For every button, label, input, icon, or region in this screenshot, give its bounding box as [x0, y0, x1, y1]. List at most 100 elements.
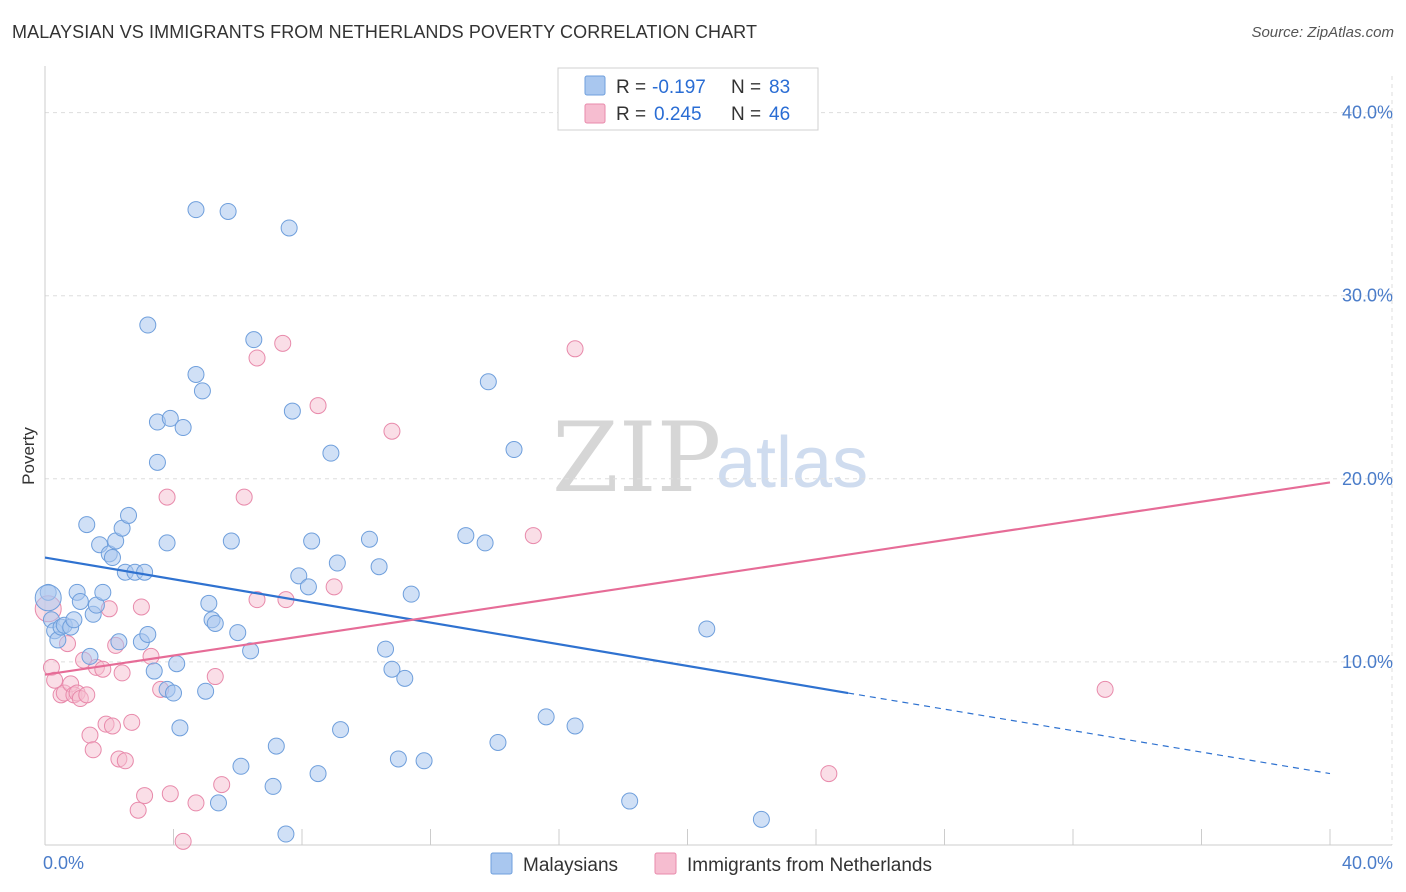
legend-swatch-malaysians [584, 75, 606, 96]
malaysian-point [65, 611, 83, 629]
malaysian-point [383, 660, 401, 678]
netherlands-point [248, 591, 266, 609]
malaysian-point [187, 365, 205, 383]
malaysian-point [120, 506, 138, 524]
netherlands-point [158, 488, 176, 506]
y-axis-label: Poverty [19, 427, 38, 485]
netherlands-point [132, 598, 150, 616]
malaysian-point [174, 419, 192, 437]
malaysian-point [505, 441, 523, 459]
legend-swatch-netherlands [584, 103, 606, 124]
malaysian-point [267, 737, 285, 755]
malaysian-point [78, 516, 96, 534]
malaysian-point [139, 625, 157, 643]
malaysian-point [415, 752, 433, 770]
malaysian-point [158, 534, 176, 552]
netherlands-point [94, 660, 112, 678]
netherlands-point [1096, 680, 1114, 698]
malaysian-point [187, 201, 205, 219]
netherlands-point [325, 578, 343, 596]
legend-r-label: R = [616, 104, 646, 125]
malaysian-point [94, 583, 112, 601]
malaysian-point [209, 794, 227, 812]
malaysian-point [332, 721, 350, 739]
netherlands-point [524, 527, 542, 545]
malaysian-point [165, 684, 182, 702]
malaysian-point [322, 444, 340, 462]
legend-n-value: 83 [769, 77, 790, 98]
malaysian-point [377, 640, 395, 658]
malaysian-point [197, 682, 215, 700]
watermark-atlas: atlas [716, 423, 868, 503]
malaysian-point [537, 708, 555, 726]
bottom-legend-label-netherlands: Immigrants from Netherlands [687, 855, 932, 876]
malaysian-point [110, 633, 128, 651]
x-tick-labels: 0.0% 40.0% [43, 853, 1393, 873]
chart-title: MALAYSIAN VS IMMIGRANTS FROM NETHERLANDS… [12, 22, 758, 42]
netherlands-point [274, 334, 292, 352]
y-tick-label: 20.0% [1342, 469, 1393, 489]
malaysian-point [476, 534, 494, 552]
correlation-legend: R = -0.197 N = 83 R = 0.245 N = 46 [557, 67, 819, 131]
netherlands-point [161, 785, 179, 803]
legend-n-label: N = [731, 104, 761, 125]
malaysian-point [389, 750, 407, 768]
malaysians-trend-extension [848, 692, 1331, 775]
malaysian-point [752, 810, 770, 828]
y-tick-label: 10.0% [1342, 652, 1393, 672]
malaysian-point [360, 530, 378, 548]
x-tick-label: 0.0% [43, 853, 84, 873]
malaysian-point [283, 402, 301, 420]
netherlands-point [116, 752, 134, 770]
malaysian-point [145, 662, 163, 680]
malaysian-point [277, 825, 295, 843]
malaysian-point [206, 614, 224, 632]
netherlands-point [309, 397, 327, 415]
malaysian-point [103, 549, 121, 567]
netherlands-point [235, 488, 253, 506]
malaysian-point [489, 733, 507, 751]
malaysian-point [280, 219, 298, 237]
malaysian-point [171, 719, 189, 737]
malaysian-point [222, 532, 240, 550]
bottom-legend-swatch-malaysians [490, 852, 513, 875]
malaysian-point [479, 373, 497, 391]
malaysian-point [370, 558, 388, 576]
malaysian-point [309, 765, 327, 783]
malaysian-point [290, 567, 308, 585]
legend-n-label: N = [731, 77, 761, 98]
netherlands-point [383, 422, 401, 440]
bottom-legend-swatch-netherlands [654, 852, 677, 875]
netherlands-point [129, 801, 147, 819]
watermark: ZIP atlas [552, 402, 868, 514]
x-tick-label: 40.0% [1342, 853, 1393, 873]
malaysian-point [168, 655, 186, 673]
malaysian-point [148, 453, 166, 471]
malaysian-point [136, 563, 154, 581]
malaysian-point [566, 717, 584, 735]
gridlines [45, 76, 1393, 845]
netherlands-point [174, 832, 192, 850]
chart-source: Source: ZipAtlas.com [1251, 24, 1394, 41]
netherlands-point [187, 794, 205, 812]
netherlands-point [566, 340, 584, 358]
malaysian-point [161, 409, 179, 427]
netherlands-point [213, 776, 231, 794]
netherlands-point [206, 668, 224, 686]
axes [44, 66, 1392, 846]
legend-r-label: R = [616, 77, 646, 98]
netherlands-point [81, 726, 99, 744]
malaysian-point [621, 792, 639, 810]
malaysian-point [303, 532, 321, 550]
malaysian-point [396, 669, 414, 687]
malaysian-point [81, 647, 99, 665]
malaysian-point [34, 584, 62, 612]
legend-r-value: -0.197 [652, 77, 706, 98]
legend-r-value: 0.245 [654, 104, 702, 125]
netherlands-point [820, 765, 838, 783]
netherlands-point [136, 787, 154, 805]
netherlands-point [84, 741, 102, 759]
malaysian-point [245, 331, 263, 349]
malaysian-point [698, 620, 716, 638]
